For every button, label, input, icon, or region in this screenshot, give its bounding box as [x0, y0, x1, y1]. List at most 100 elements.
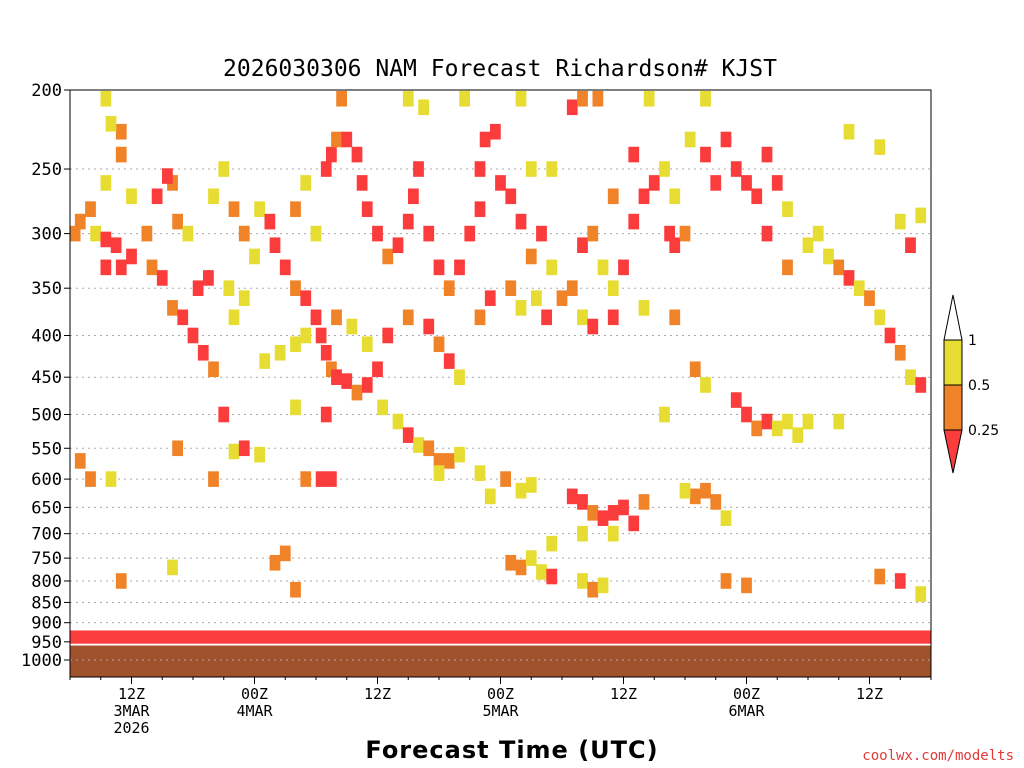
ri-cell: [290, 581, 301, 598]
ri-cell: [730, 161, 742, 177]
ri-cell: [443, 280, 455, 296]
ri-cell: [771, 420, 783, 437]
ri-cell: [208, 361, 219, 378]
ri-cell: [223, 280, 235, 296]
ri-cell: [238, 225, 250, 242]
y-tick-label: 450: [31, 368, 62, 388]
ri-cell: [341, 373, 353, 389]
ri-cell: [689, 361, 701, 378]
ri-cell: [361, 336, 373, 353]
ri-cell: [315, 471, 327, 487]
ri-cell: [228, 443, 240, 460]
ri-cell: [300, 327, 312, 344]
x-tick-label: 00Z: [487, 685, 514, 703]
ri-cell: [290, 280, 301, 296]
ri-cell: [597, 259, 609, 276]
ri-cell: [459, 90, 471, 107]
y-tick-label: 250: [31, 160, 62, 180]
ri-cell: [525, 161, 537, 177]
ri-cell: [433, 453, 445, 469]
ri-cell: [915, 586, 927, 602]
ri-cell: [577, 237, 588, 254]
ri-cell: [546, 535, 558, 552]
x-tick-label: 00Z: [241, 685, 268, 703]
ri-cell: [146, 259, 158, 276]
ri-cell: [320, 344, 332, 361]
ri-cell: [474, 465, 486, 481]
ri-cell: [351, 146, 363, 163]
ri-cell: [771, 175, 783, 191]
ri-cell: [874, 568, 886, 585]
ri-cell: [202, 270, 214, 286]
y-tick-label: 600: [31, 470, 62, 490]
ri-cell: [546, 568, 558, 585]
y-tick-label: 500: [31, 406, 62, 426]
colorbar-top-arrow: [943, 294, 963, 341]
ri-cell: [751, 420, 763, 437]
data-cells: [69, 90, 927, 602]
ri-cell: [167, 559, 178, 576]
ri-cell: [515, 300, 527, 316]
ri-cell: [372, 361, 383, 378]
ri-cell: [607, 280, 619, 296]
ri-cell: [105, 471, 117, 487]
ri-cell: [864, 290, 875, 306]
ri-cell: [577, 525, 588, 542]
x-tick-label: 5MAR: [482, 702, 519, 720]
ri-cell: [356, 175, 368, 191]
ri-cell: [720, 573, 732, 589]
ri-cell: [587, 318, 599, 335]
ri-cell: [454, 446, 465, 463]
ri-cell: [556, 290, 568, 306]
ri-cell: [351, 384, 363, 401]
colorbar-bin-red: [943, 429, 963, 474]
ri-cell: [100, 231, 112, 248]
ri-cell: [720, 510, 732, 526]
ri-cell: [300, 471, 312, 487]
ri-cell: [315, 327, 327, 344]
colorbar-label: 0.5: [968, 378, 990, 394]
ri-cell: [566, 280, 578, 296]
ri-cell: [218, 406, 230, 423]
ri-cell: [300, 290, 312, 306]
ri-cell: [489, 123, 501, 140]
ri-cell: [597, 577, 609, 594]
ri-cell: [310, 309, 322, 326]
ri-cell: [782, 201, 793, 217]
ri-cell: [85, 471, 96, 487]
ri-cell: [577, 573, 588, 589]
ri-cell: [320, 406, 332, 423]
credit-link[interactable]: coolwx.com/modelts: [862, 748, 1014, 764]
gridlines: [70, 168, 931, 661]
ri-cell: [905, 237, 916, 254]
ri-cell: [228, 201, 240, 217]
ri-cell: [536, 225, 547, 242]
ri-cell: [161, 168, 173, 184]
ri-cell: [361, 377, 373, 393]
ri-cell: [843, 123, 855, 140]
chart-title: 2026030306 NAM Forecast Richardson# KJST: [223, 56, 777, 82]
ri-cell: [525, 550, 537, 566]
ri-cell: [443, 453, 455, 469]
ri-cell: [274, 344, 286, 361]
ri-cell: [730, 392, 742, 408]
ri-cell: [177, 309, 189, 326]
ri-cell: [607, 309, 619, 326]
ri-cell: [823, 248, 834, 265]
ri-cell: [172, 213, 184, 230]
ri-cell: [290, 201, 301, 217]
ri-cell: [792, 427, 804, 443]
ri-cell: [182, 225, 194, 242]
ri-cell: [638, 188, 650, 205]
ri-cell: [325, 471, 337, 487]
colorbar-bin-yellow: [943, 339, 963, 386]
x-tick-label: 6MAR: [728, 702, 765, 720]
ri-cell: [454, 259, 465, 276]
ri-cell: [392, 237, 404, 254]
ri-cell: [402, 90, 414, 107]
ri-cell: [802, 237, 814, 254]
ri-cell: [607, 505, 619, 521]
ri-cell: [141, 225, 153, 242]
ground-layer: [70, 630, 931, 677]
ri-cell: [402, 213, 414, 230]
